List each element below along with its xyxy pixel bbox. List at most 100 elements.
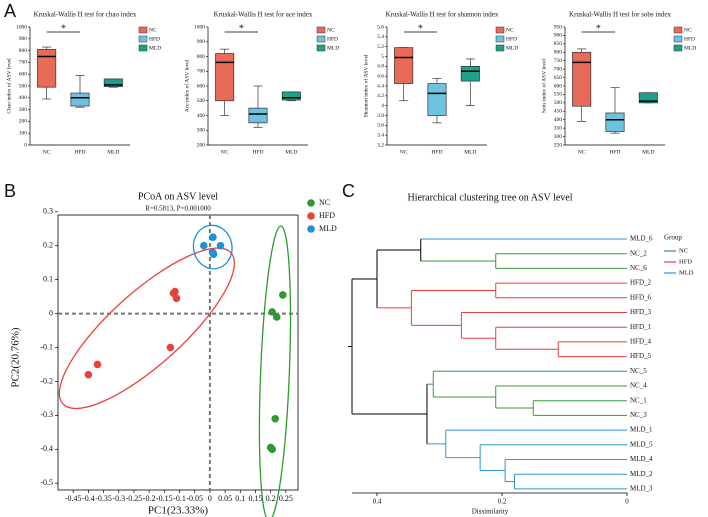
leaf-label: MLD_6 (630, 235, 653, 243)
y-tick-label: 600 (197, 83, 206, 89)
chart-title: Hierarchical clustering tree on ASV leve… (407, 192, 572, 203)
leaf-label: HFD_4 (630, 338, 652, 346)
box (427, 83, 447, 116)
leaf-label: MLD_1 (630, 426, 653, 434)
y-tick-label: 5.6 (377, 24, 384, 30)
point (216, 241, 225, 250)
panel-label: C (342, 181, 355, 201)
y-tick-label: 3.8 (377, 113, 384, 119)
legend-label: NC (319, 198, 330, 207)
x-tick-label: 0 (625, 498, 629, 506)
legend-label: MLD (319, 224, 337, 233)
leaf-label: NC_5 (630, 367, 647, 375)
box (215, 53, 235, 102)
box (572, 51, 592, 107)
legend-swatch (673, 26, 683, 34)
legend-label: NC (506, 27, 514, 33)
legend-swatch (316, 35, 326, 43)
y-tick-label: 450 (554, 109, 563, 115)
y-tick-label: 800 (19, 48, 28, 54)
leaf-label: NC_6 (630, 264, 647, 272)
box (394, 47, 414, 84)
legend-swatch (495, 44, 505, 52)
y-tick-label: 300 (19, 107, 28, 113)
y-tick-label: 4.2 (377, 93, 384, 99)
legend-label: MLD (506, 45, 518, 51)
y-tick-label: 300 (197, 128, 206, 134)
y-tick-label: 300 (554, 134, 563, 140)
leaf-label: HFD_5 (630, 352, 652, 360)
x-tick-label: NC (400, 149, 408, 155)
leaf-label: HFD_6 (630, 293, 652, 301)
x-tick-label: 0.2 (498, 498, 507, 506)
x-tick-label: MLD (642, 149, 654, 155)
y-tick-label: 4.8 (377, 64, 384, 70)
point (209, 233, 217, 242)
leaf-label: MLD_4 (630, 455, 653, 463)
box (605, 112, 625, 132)
x-tick-label: MLD (107, 149, 119, 155)
legend-label: HFD (149, 36, 160, 42)
chart-title: Kruskal-Wallis H test for sobs index (569, 11, 671, 19)
legend-marker (307, 212, 315, 220)
x-tick-label: -0.15 (156, 494, 173, 503)
legend-label: NC (149, 27, 157, 33)
y-tick-label: -0.4 (40, 444, 53, 453)
legend-label: MLD (327, 45, 339, 51)
legend-label: HFD (684, 36, 695, 42)
leaf-label: HFD_1 (630, 323, 652, 331)
y-tick-label: -0.1 (40, 342, 53, 351)
x-tick-label: NC (578, 149, 586, 155)
y-axis-label: Sobs index of ASV level (540, 58, 547, 113)
point (171, 287, 179, 296)
x-tick-label: MLD (285, 149, 297, 155)
leaf-label: MLD_5 (630, 440, 653, 448)
point (268, 308, 276, 316)
y-tick-label: 4 (381, 103, 384, 109)
significance-label: * (239, 23, 244, 34)
y-tick-label: 800 (197, 54, 206, 60)
y-tick-label: 900 (554, 33, 563, 39)
leaf-label: HFD_3 (630, 308, 652, 316)
point (209, 250, 218, 258)
x-axis-label: PC1(23.33%) (148, 505, 209, 517)
y-tick-label: 0.1 (43, 274, 53, 283)
x-tick-label: HFD (609, 149, 620, 155)
y-tick-label: 400 (19, 95, 28, 101)
x-tick-label: 0.25 (279, 494, 293, 503)
y-tick-label: 600 (19, 71, 28, 77)
y-tick-label: 3.2 (377, 142, 384, 148)
legend-label: MLD (679, 269, 694, 276)
legend-label: NC (684, 27, 692, 33)
x-tick-label: -0.1 (173, 494, 186, 503)
leaf-label: MLD_2 (630, 470, 653, 478)
legend-label: HFD (327, 36, 338, 42)
legend-swatch (673, 35, 683, 43)
y-axis-label: Chao index of ASV level (5, 58, 12, 114)
x-tick-label: NC (221, 149, 229, 155)
chart-title: Kruskal-Wallis H test for shannon index (386, 11, 499, 19)
y-tick-label: 1000 (16, 24, 27, 30)
y-tick-label: 500 (197, 98, 206, 104)
x-tick-label: -0.2 (143, 494, 156, 503)
y-tick-label: 5.4 (377, 34, 384, 40)
point (93, 360, 102, 369)
x-tick-label: NC (43, 149, 51, 155)
y-tick-label: 200 (197, 142, 206, 148)
box (638, 92, 658, 104)
point (84, 370, 93, 379)
y-tick-label: 550 (554, 92, 563, 98)
point (271, 414, 280, 423)
y-tick-label: 900 (19, 36, 28, 42)
confidence-ellipse (258, 225, 292, 517)
y-tick-label: 700 (554, 66, 563, 72)
x-tick-label: HFD (74, 149, 85, 155)
y-tick-label: 600 (554, 83, 563, 89)
y-tick-label: -0.3 (40, 410, 53, 419)
y-tick-label: 350 (554, 125, 563, 131)
y-tick-label: 850 (554, 41, 563, 47)
x-tick-label: -0.3 (112, 494, 125, 503)
legend-swatch (138, 26, 148, 34)
y-tick-label: 500 (554, 100, 563, 106)
legend-label: HFD (679, 258, 692, 265)
